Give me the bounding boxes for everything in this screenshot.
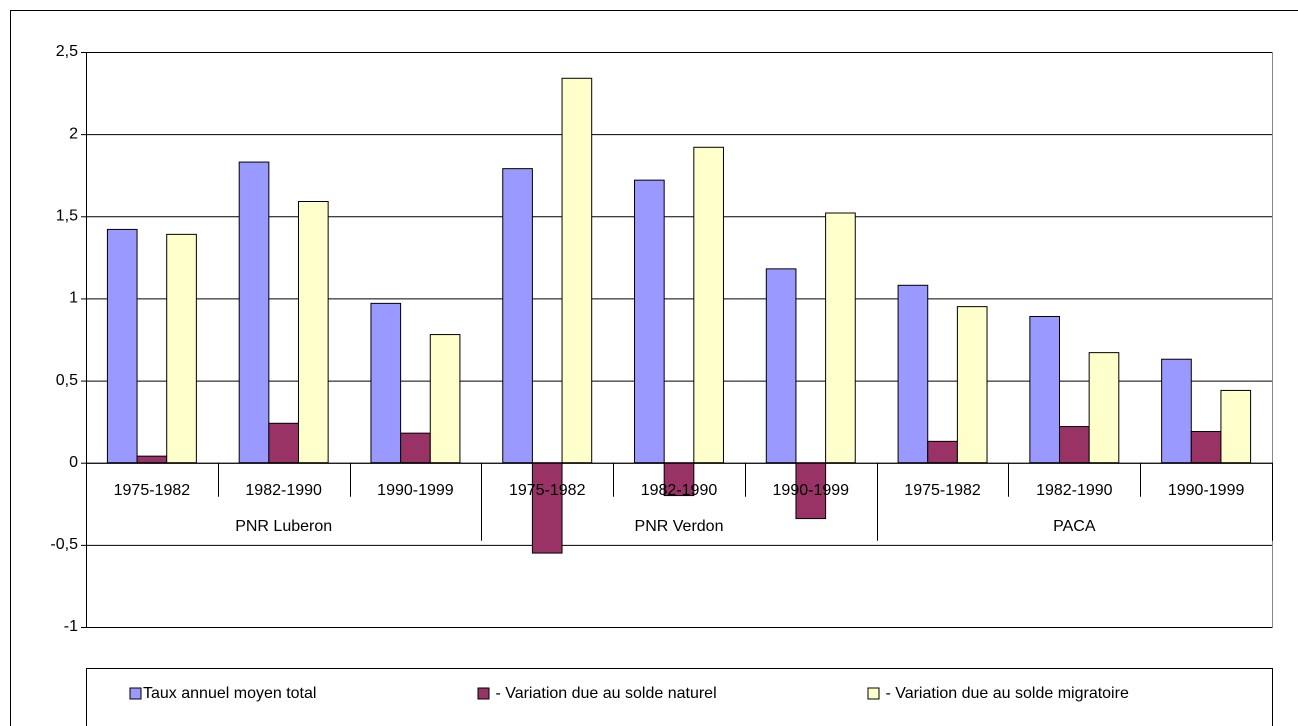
- x-tick-label: 1982-1990: [245, 482, 322, 499]
- bar: [531, 462, 563, 554]
- legend-label: - Variation due au solde naturel: [491, 685, 717, 702]
- bar: [897, 284, 929, 464]
- group-label: PNR Luberon: [235, 518, 332, 535]
- bar: [693, 146, 724, 464]
- group-label: PNR Verdon: [635, 518, 724, 535]
- legend-swatch: [477, 687, 490, 700]
- y-tick-label: -1: [64, 618, 78, 635]
- y-tick-label: 1: [69, 290, 78, 307]
- x-tick-label: 1990-1999: [1168, 482, 1245, 499]
- bar: [297, 201, 329, 464]
- legend-swatch: [867, 687, 880, 700]
- bar: [1029, 316, 1061, 464]
- bar: [166, 233, 197, 464]
- legend-swatch: [129, 687, 142, 700]
- x-tick-label: 1975-1982: [904, 482, 981, 499]
- legend-label: - Variation due au solde migratoire: [881, 685, 1129, 702]
- bar: [1190, 431, 1222, 464]
- y-tick-label: 0: [69, 454, 78, 471]
- x-tick-label: 1990-1999: [377, 482, 454, 499]
- bar: [663, 462, 695, 497]
- bar: [400, 432, 431, 464]
- bar: [634, 179, 665, 464]
- y-tick-label: 1,5: [56, 208, 78, 225]
- x-tick-label: 1990-1999: [773, 482, 850, 499]
- bar: [1220, 389, 1252, 464]
- bar: [136, 455, 168, 464]
- y-tick-label: 0,5: [56, 372, 78, 389]
- bar: [956, 306, 988, 464]
- bar: [795, 462, 827, 520]
- bar: [238, 161, 270, 464]
- x-tick-label: 1982-1990: [1036, 482, 1113, 499]
- plot-area: [86, 52, 1273, 628]
- bar: [1161, 358, 1192, 464]
- bar: [502, 168, 533, 464]
- bar: [106, 228, 138, 464]
- y-tick-label: -0,5: [50, 536, 78, 553]
- x-tick-label: 1975-1982: [114, 482, 191, 499]
- bar: [825, 212, 856, 464]
- legend-label: Taux annuel moyen total: [143, 685, 316, 702]
- bar: [561, 77, 593, 464]
- bar: [370, 302, 402, 464]
- bar: [927, 440, 958, 464]
- x-tick-label: 1982-1990: [641, 482, 718, 499]
- x-tick-label: 1975-1982: [509, 482, 586, 499]
- bar: [1088, 352, 1120, 464]
- bar: [1059, 426, 1090, 464]
- y-tick-label: 2: [69, 125, 78, 142]
- bar: [429, 334, 461, 464]
- legend-box: [86, 668, 1273, 726]
- group-label: PACA: [1053, 518, 1096, 535]
- y-tick-label: 2,5: [56, 43, 78, 60]
- bar: [268, 422, 299, 464]
- bar: [765, 268, 797, 464]
